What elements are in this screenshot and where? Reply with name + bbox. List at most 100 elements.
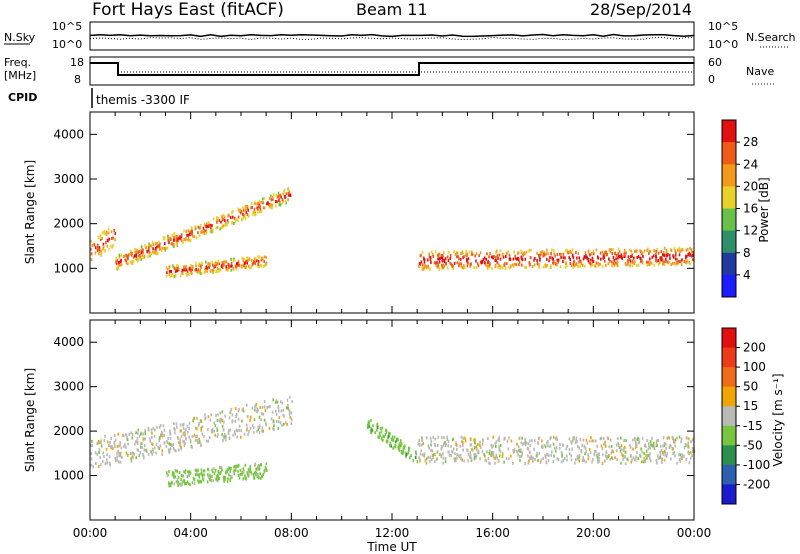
- echo-cell: [190, 226, 193, 230]
- echo-cell: [90, 444, 92, 448]
- echo-cell: [284, 195, 286, 199]
- echo-cell: [216, 474, 218, 478]
- echo-cell: [578, 459, 580, 463]
- echo-cell: [116, 451, 118, 455]
- echo-cell: [645, 449, 648, 453]
- echo-cell: [549, 256, 551, 259]
- echo-cell: [575, 458, 577, 462]
- time-tick-label: 00:00: [677, 526, 712, 540]
- echo-cell: [421, 453, 424, 457]
- echo-cell: [456, 456, 458, 460]
- echo-cell: [656, 444, 658, 448]
- echo-cell: [169, 482, 171, 486]
- echo-cell: [159, 444, 162, 448]
- echo-cell: [609, 250, 612, 254]
- echo-cell: [148, 246, 150, 250]
- echo-cell: [678, 246, 681, 250]
- echo-cell: [224, 221, 227, 225]
- echo-cell: [276, 400, 279, 404]
- echo-cell: [652, 441, 655, 445]
- echo-cell: [454, 452, 456, 456]
- echo-cell: [668, 446, 671, 449]
- echo-cell: [97, 441, 100, 445]
- echo-cell: [181, 272, 184, 275]
- echo-cell: [180, 478, 182, 482]
- echo-cell: [583, 459, 585, 463]
- echo-cell: [140, 251, 143, 255]
- echo-cell: [185, 437, 187, 441]
- echo-cell: [223, 478, 225, 482]
- echo-cell: [510, 454, 512, 458]
- echo-cell: [229, 469, 231, 473]
- echo-cell: [235, 428, 238, 432]
- echo-cell: [141, 255, 143, 259]
- colorbar-segment: [722, 386, 736, 407]
- echo-cell: [685, 457, 688, 461]
- echo-cell: [615, 253, 618, 257]
- echo-cell: [257, 205, 260, 209]
- echo-cell: [674, 438, 677, 442]
- echo-cell: [251, 424, 254, 427]
- echo-cell: [117, 460, 120, 464]
- echo-cell: [176, 266, 178, 270]
- echo-cell: [263, 206, 266, 210]
- echo-cell: [655, 252, 657, 256]
- echo-cell: [634, 438, 636, 442]
- echo-cell: [275, 409, 277, 413]
- echo-cell: [188, 427, 190, 431]
- echo-cell: [186, 475, 189, 479]
- echo-cell: [241, 257, 244, 261]
- echo-cell: [235, 415, 237, 418]
- echo-cell: [618, 446, 621, 449]
- echo-cell: [530, 248, 532, 252]
- echo-cell: [246, 207, 249, 211]
- echo-cell: [159, 424, 162, 427]
- echo-cell: [201, 230, 203, 234]
- echo-cell: [659, 258, 662, 262]
- echo-cell: [103, 454, 105, 458]
- echo-cell: [90, 247, 92, 251]
- colorbar-segment: [722, 445, 736, 466]
- echo-cell: [578, 455, 581, 459]
- echo-cell: [260, 210, 263, 214]
- echo-cell: [263, 405, 266, 409]
- echo-cell: [452, 267, 454, 271]
- echo-cell: [218, 218, 221, 222]
- echo-cell: [181, 268, 184, 272]
- echo-cell: [447, 266, 449, 270]
- echo-cell: [506, 251, 508, 255]
- echo-cell: [259, 405, 262, 409]
- echo-cell: [185, 238, 187, 242]
- echo-cell: [210, 479, 212, 483]
- echo-cell: [116, 445, 119, 449]
- echo-cell: [229, 264, 232, 268]
- echo-cell: [274, 400, 277, 404]
- echo-cell: [241, 470, 244, 474]
- echo-cell: [442, 254, 444, 257]
- freq-tick-top: 18: [70, 56, 84, 69]
- echo-cell: [174, 469, 177, 473]
- echo-cell: [106, 453, 108, 457]
- echo-cell: [242, 264, 244, 268]
- colorbar-segment: [722, 252, 736, 276]
- echo-cell: [367, 420, 370, 424]
- echo-cell: [442, 456, 445, 460]
- echo-cell: [230, 261, 233, 265]
- echo-cell: [126, 254, 129, 258]
- echo-cell: [261, 197, 264, 201]
- echo-cell: [143, 444, 146, 448]
- echo-cell: [245, 210, 248, 214]
- echo-cell: [631, 253, 633, 257]
- echo-cell: [198, 421, 201, 425]
- echo-cell: [650, 443, 652, 447]
- echo-cell: [431, 454, 434, 457]
- echo-cell: [554, 449, 557, 453]
- echo-cell: [177, 266, 180, 270]
- echo-cell: [109, 441, 111, 444]
- echo-cell: [671, 436, 674, 440]
- echo-cell: [639, 453, 641, 457]
- echo-cell: [200, 261, 203, 265]
- frequency-panel: Freq. [MHz] 18 8 60 0 Nave: [4, 56, 774, 86]
- echo-cell: [226, 468, 228, 472]
- echo-cell: [381, 436, 383, 440]
